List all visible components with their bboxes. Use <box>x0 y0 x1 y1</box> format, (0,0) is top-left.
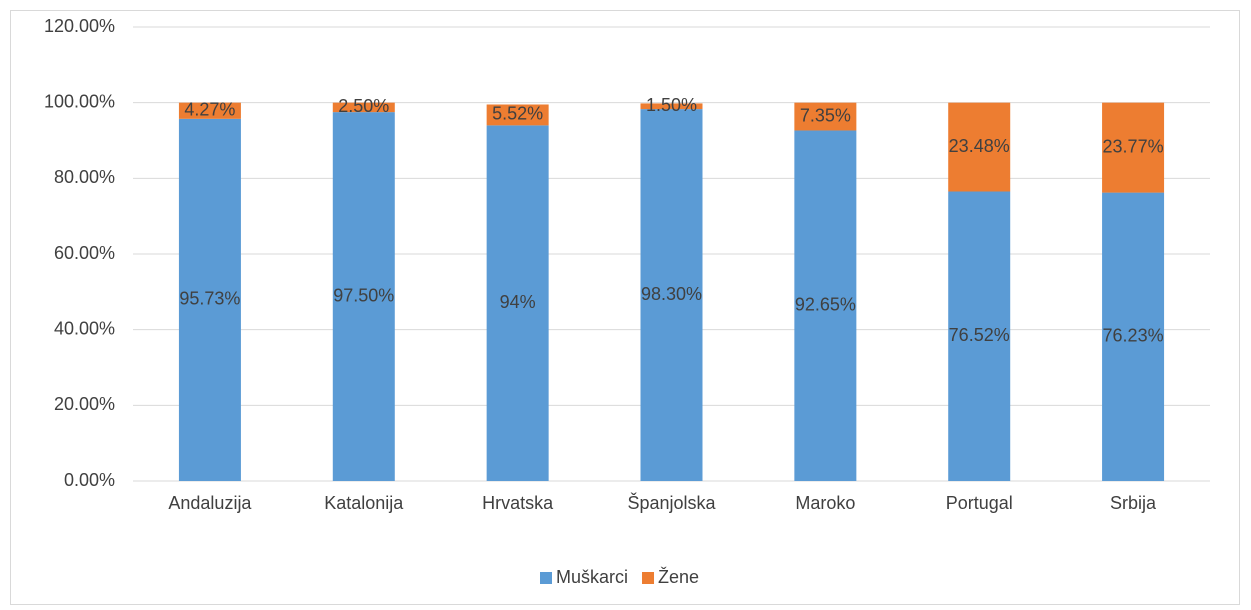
x-tick-label: Katalonija <box>324 493 404 513</box>
bar-segment <box>332 112 395 481</box>
x-tick-label: Hrvatska <box>482 493 554 513</box>
legend-label: Muškarci <box>556 567 628 587</box>
y-tick-label: 80.00% <box>54 167 115 187</box>
data-label: 94% <box>500 292 536 312</box>
bar-segment <box>332 102 395 113</box>
data-label: 98.30% <box>641 284 702 304</box>
y-tick-label: 120.00% <box>44 16 115 36</box>
x-tick-label: Portugal <box>946 493 1013 513</box>
bar-segment <box>640 109 703 482</box>
x-tick-label: Španjolska <box>627 492 716 513</box>
legend-swatch <box>540 572 552 584</box>
bar-segment <box>1102 102 1165 193</box>
data-label: 2.50% <box>338 96 389 116</box>
data-label: 7.35% <box>800 105 851 125</box>
data-label: 5.52% <box>492 104 543 124</box>
x-tick-label: Maroko <box>795 493 855 513</box>
data-label: 1.50% <box>646 95 697 115</box>
data-label: 76.23% <box>1103 326 1164 346</box>
y-tick-label: 0.00% <box>64 470 115 490</box>
bar-segment <box>948 191 1011 481</box>
bar-segment <box>948 102 1011 192</box>
data-label: 92.65% <box>795 294 856 314</box>
bar-segment <box>486 104 549 126</box>
y-tick-label: 60.00% <box>54 243 115 263</box>
bar-segment <box>486 125 549 481</box>
y-tick-label: 40.00% <box>54 318 115 338</box>
bar-segment <box>640 103 703 110</box>
data-label: 95.73% <box>179 289 240 309</box>
x-tick-label: Srbija <box>1110 493 1157 513</box>
data-label: 76.52% <box>949 325 1010 345</box>
data-label: 4.27% <box>184 99 235 119</box>
y-tick-label: 100.00% <box>44 91 115 111</box>
bar-segment <box>794 102 857 131</box>
bar-segment <box>794 130 857 481</box>
y-tick-label: 20.00% <box>54 394 115 414</box>
data-label: 23.48% <box>949 136 1010 156</box>
legend-swatch <box>642 572 655 584</box>
data-label: 97.50% <box>333 285 394 305</box>
bar-segment <box>1102 192 1165 481</box>
bar-segment <box>178 118 241 481</box>
legend-label: Žene <box>658 567 699 587</box>
bar-segment <box>178 102 241 119</box>
x-tick-label: Andaluzija <box>168 493 252 513</box>
data-label: 23.77% <box>1103 136 1164 156</box>
